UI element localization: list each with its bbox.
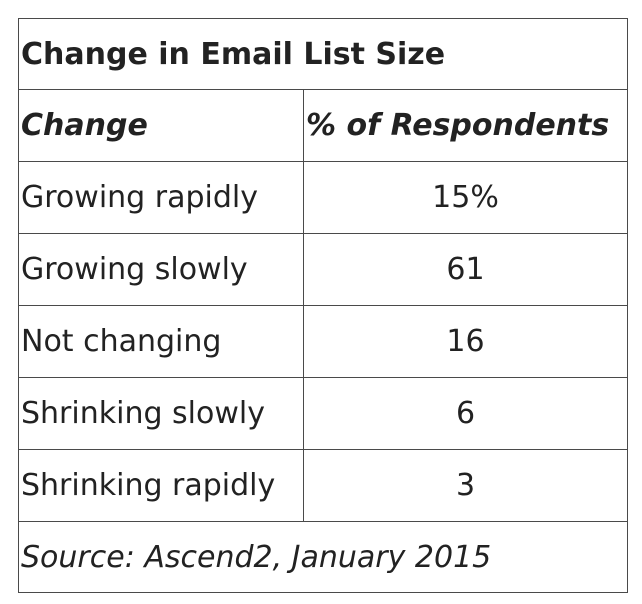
row-label: Shrinking rapidly — [18, 449, 304, 522]
table-row: Growing rapidly 15% — [18, 161, 629, 234]
row-label: Growing rapidly — [18, 161, 304, 234]
row-label: Not changing — [18, 305, 304, 378]
header-row: Change % of Respondents — [18, 89, 629, 162]
table-row: Shrinking rapidly 3 — [18, 449, 629, 522]
table-row: Shrinking slowly 6 — [18, 377, 629, 450]
title-row: Change in Email List Size — [17, 18, 629, 90]
table-row: Growing slowly 61 — [18, 233, 629, 306]
email-list-size-table: Change in Email List Size Change % of Re… — [17, 18, 629, 593]
row-label: Growing slowly — [18, 233, 304, 306]
row-value: 16 — [302, 305, 629, 378]
row-value: 6 — [302, 377, 629, 450]
row-value: 61 — [302, 233, 629, 306]
column-header-respondents: % of Respondents — [302, 89, 629, 162]
row-value: 3 — [302, 449, 629, 522]
row-label: Shrinking slowly — [18, 377, 304, 450]
source-note: Source: Ascend2, January 2015 — [17, 521, 629, 593]
column-header-change: Change — [18, 89, 304, 162]
table-title: Change in Email List Size — [17, 18, 629, 90]
table-row: Not changing 16 — [18, 305, 629, 378]
row-value: 15% — [302, 161, 629, 234]
source-row: Source: Ascend2, January 2015 — [17, 521, 629, 593]
